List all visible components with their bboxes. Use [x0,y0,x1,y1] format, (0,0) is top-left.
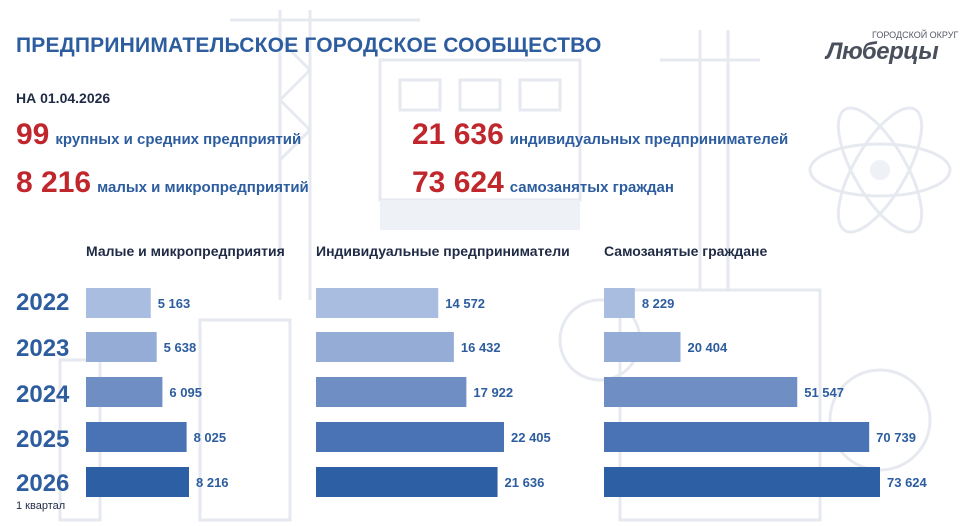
stat-value: 99 [16,118,50,151]
stat-label: индивидуальных предпринимателей [509,131,789,148]
bar-individual-entrepreneurs-2024 [316,377,467,407]
stat-individual-entrepreneurs: 21 636 индивидуальных предпринимателей [412,118,788,152]
stat-large-medium-enterprises: 99 крупных и средних предприятий [16,118,301,152]
bar-self-employed-2023 [604,332,681,362]
bar-individual-entrepreneurs-2025 [316,422,504,452]
year-label: 2023 [16,335,70,362]
bar-small-micro-2024 [86,377,163,407]
bar-value-label: 6 095 [169,385,202,400]
bar-value-label: 22 405 [511,430,551,445]
bar-self-employed-2026 [604,467,880,497]
bar-value-label: 5 163 [158,296,191,311]
page-title: ПРЕДПРИНИМАТЕЛЬСКОЕ ГОРОДСКОЕ СООБЩЕСТВО [16,34,602,57]
panel-title-small-micro: Малые и микропредприятия [86,243,285,259]
year-label: 2024 [16,381,70,408]
year-label: 2026 [16,470,70,497]
stat-label: самозанятых граждан [509,179,674,196]
panel-title-individual-entrepreneurs: Индивидуальные предприниматели [316,243,570,259]
year-label: 2022 [16,289,70,316]
bar-value-label: 20 404 [687,340,728,355]
stat-label: крупных и средних предприятий [55,131,302,148]
bar-value-label: 5 638 [164,340,197,355]
stat-value: 73 624 [412,166,504,199]
bar-small-micro-2023 [86,332,157,362]
bar-individual-entrepreneurs-2026 [316,467,498,497]
bar-self-employed-2024 [604,377,798,407]
bar-small-micro-2025 [86,422,187,452]
bar-small-micro-2026 [86,467,189,497]
year-label: 2025 [16,426,70,453]
bar-small-micro-2022 [86,288,151,318]
bar-value-label: 17 922 [473,385,513,400]
panel-title-self-employed: Самозанятые граждане [604,243,768,259]
bar-value-label: 8 216 [196,475,229,490]
bar-value-label: 14 572 [445,296,485,311]
bar-value-label: 21 636 [505,475,545,490]
bar-self-employed-2025 [604,422,870,452]
date-label: НА 01.04.2026 [16,90,111,106]
stat-self-employed: 73 624 самозанятых граждан [412,166,674,200]
bar-individual-entrepreneurs-2023 [316,332,454,362]
bar-value-label: 70 739 [876,430,916,445]
bar-value-label: 73 624 [887,475,928,490]
bar-value-label: 16 432 [461,340,501,355]
bar-individual-entrepreneurs-2022 [316,288,439,318]
bar-value-label: 51 547 [804,385,844,400]
bar-value-label: 8 229 [642,296,675,311]
city-logo: Люберцы [826,38,939,65]
stat-label: малых и микропредприятий [97,179,309,196]
logo-caption: ГОРОДСКОЙ ОКРУГ [872,30,959,40]
year-note: 1 квартал [16,500,66,512]
bar-value-label: 8 025 [194,430,227,445]
stat-small-micro-enterprises: 8 216 малых и микропредприятий [16,166,309,200]
stat-value: 8 216 [16,166,92,199]
bar-self-employed-2022 [604,288,635,318]
stat-value: 21 636 [412,118,504,151]
